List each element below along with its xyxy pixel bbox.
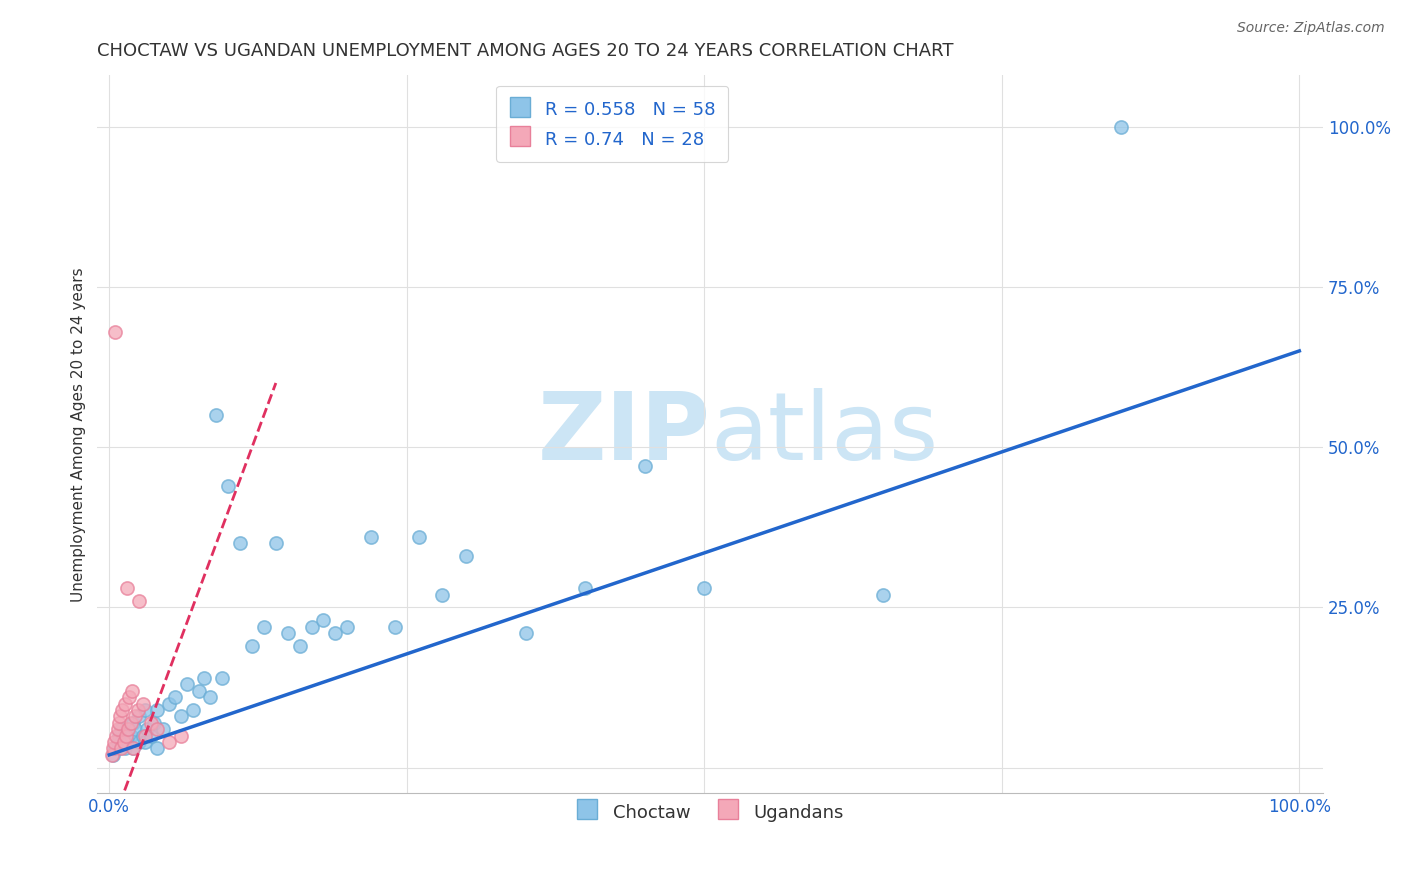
Point (146, 723, 169, 737)
Point (253, 620, 276, 634)
Point (114, 741, 136, 756)
Point (104, 325, 127, 339)
Point (118, 690, 141, 705)
Point (456, 549, 478, 563)
Point (107, 729, 129, 743)
Point (121, 683, 143, 698)
Point (115, 581, 138, 595)
Point (111, 703, 134, 717)
Point (336, 620, 359, 634)
Text: Source: ZipAtlas.com: Source: ZipAtlas.com (1237, 21, 1385, 35)
Point (515, 626, 537, 640)
Point (200, 690, 222, 705)
Point (157, 735, 180, 749)
Point (229, 536, 252, 550)
Point (108, 709, 131, 723)
Point (127, 703, 149, 717)
Point (169, 709, 191, 723)
Point (187, 683, 209, 698)
Point (574, 581, 596, 595)
Point (211, 671, 233, 685)
Point (112, 735, 135, 749)
Point (176, 677, 198, 691)
Point (163, 690, 186, 705)
Point (205, 408, 228, 422)
Point (872, 588, 894, 602)
Point (110, 741, 132, 756)
Point (312, 613, 335, 627)
Point (110, 735, 132, 749)
Point (288, 639, 311, 653)
Point (128, 594, 150, 608)
Point (120, 715, 142, 730)
Point (104, 741, 127, 756)
Point (157, 697, 180, 711)
Point (432, 588, 454, 602)
Point (128, 709, 150, 723)
Point (107, 735, 129, 749)
Point (117, 723, 139, 737)
Point (634, 459, 657, 474)
Point (115, 729, 138, 743)
Point (134, 703, 156, 717)
Point (136, 723, 159, 737)
Point (108, 741, 131, 756)
Point (101, 741, 124, 756)
Point (122, 741, 145, 756)
Point (107, 715, 129, 730)
Text: ZIP: ZIP (537, 388, 710, 480)
Point (146, 703, 169, 717)
Point (301, 620, 323, 634)
Point (408, 530, 430, 544)
Point (181, 703, 204, 717)
Point (277, 626, 299, 640)
Point (105, 729, 128, 743)
Point (217, 478, 239, 492)
Legend: Choctaw, Ugandans: Choctaw, Ugandans (564, 789, 856, 835)
Point (103, 735, 125, 749)
Point (124, 723, 146, 737)
Point (112, 729, 135, 743)
Text: atlas: atlas (710, 388, 938, 480)
Point (117, 735, 139, 749)
Point (152, 723, 174, 737)
Point (120, 729, 142, 743)
Point (193, 671, 215, 685)
Point (122, 715, 145, 730)
Point (114, 697, 136, 711)
Point (169, 729, 191, 743)
Point (143, 715, 166, 730)
Point (240, 639, 263, 653)
Text: CHOCTAW VS UGANDAN UNEMPLOYMENT AMONG AGES 20 TO 24 YEARS CORRELATION CHART: CHOCTAW VS UGANDAN UNEMPLOYMENT AMONG AG… (97, 42, 953, 60)
Point (693, 581, 716, 595)
Point (101, 747, 124, 762)
Point (124, 709, 146, 723)
Point (122, 741, 145, 756)
Point (131, 697, 153, 711)
Point (139, 729, 162, 743)
Point (128, 735, 150, 749)
Point (146, 741, 169, 756)
Point (139, 715, 162, 730)
Point (134, 735, 156, 749)
Point (1109, 120, 1132, 134)
Y-axis label: Unemployment Among Ages 20 to 24 years: Unemployment Among Ages 20 to 24 years (72, 267, 86, 601)
Point (110, 723, 132, 737)
Point (384, 620, 406, 634)
Point (325, 626, 347, 640)
Point (360, 530, 382, 544)
Point (264, 536, 287, 550)
Point (100, 747, 122, 762)
Point (131, 729, 153, 743)
Point (107, 723, 129, 737)
Point (134, 729, 156, 743)
Point (115, 723, 138, 737)
